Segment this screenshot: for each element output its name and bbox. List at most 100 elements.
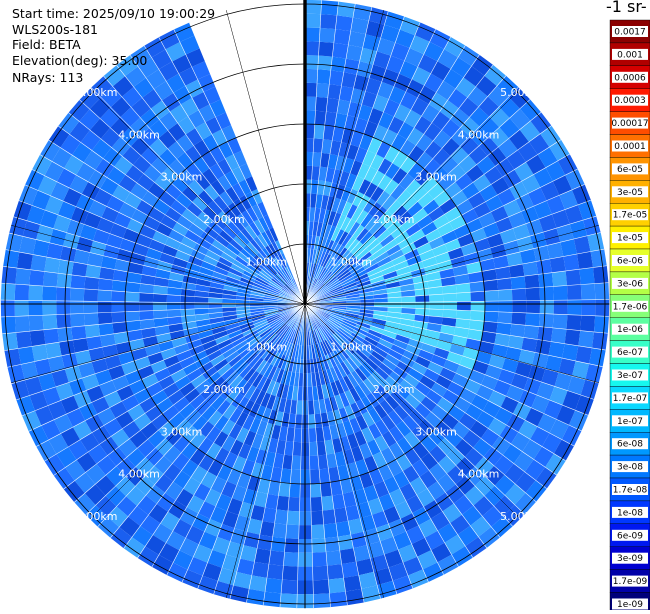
range-gate bbox=[272, 523, 287, 539]
range-gate bbox=[526, 300, 541, 314]
range-gate bbox=[263, 348, 275, 362]
range-gate bbox=[115, 341, 132, 355]
range-gate bbox=[260, 407, 272, 423]
range-gate bbox=[392, 168, 408, 185]
range-gate bbox=[432, 111, 451, 131]
range-gate bbox=[321, 495, 334, 511]
range-gate bbox=[287, 357, 295, 372]
range-gate bbox=[89, 240, 107, 256]
range-gate bbox=[270, 381, 281, 397]
range-gate bbox=[395, 420, 412, 438]
range-gate bbox=[200, 385, 216, 400]
range-gate bbox=[331, 437, 343, 454]
range-gate bbox=[372, 451, 387, 469]
range-gate bbox=[428, 206, 445, 222]
range-gate bbox=[483, 311, 499, 323]
range-gate bbox=[285, 427, 295, 442]
range-gate bbox=[562, 390, 581, 411]
range-gate bbox=[279, 340, 289, 355]
range-gate bbox=[325, 240, 335, 255]
range-gate bbox=[306, 359, 311, 374]
range-gate bbox=[321, 0, 339, 16]
range-gate bbox=[275, 439, 286, 455]
range-gate bbox=[543, 228, 561, 246]
range-gate bbox=[144, 534, 166, 555]
range-gate bbox=[453, 396, 471, 413]
range-gate bbox=[400, 284, 415, 292]
colorbar-label-box bbox=[612, 506, 648, 518]
range-gate bbox=[362, 150, 377, 167]
range-gate bbox=[467, 192, 486, 209]
range-gate bbox=[323, 523, 338, 539]
range-gate bbox=[44, 453, 65, 476]
range-gate bbox=[450, 256, 467, 269]
range-gate bbox=[31, 190, 51, 210]
range-gate bbox=[29, 329, 46, 347]
ring-label: 5.00km bbox=[76, 510, 118, 523]
range-gate bbox=[336, 363, 347, 378]
range-gate bbox=[276, 354, 286, 369]
range-gate bbox=[264, 309, 279, 315]
range-gate bbox=[334, 264, 346, 277]
colorbar-label: 1e-08 bbox=[617, 508, 643, 518]
range-gate bbox=[497, 312, 513, 325]
range-gate bbox=[198, 189, 214, 206]
range-gate bbox=[118, 174, 137, 193]
range-gate bbox=[88, 346, 105, 362]
range-gate bbox=[199, 266, 214, 277]
range-gate bbox=[344, 405, 356, 421]
range-gate bbox=[245, 191, 258, 207]
range-gate bbox=[305, 0, 322, 15]
range-gate bbox=[250, 294, 265, 299]
range-gate bbox=[254, 548, 271, 565]
range-gate bbox=[68, 99, 90, 122]
range-gate bbox=[335, 348, 347, 362]
range-gate bbox=[328, 316, 342, 326]
range-gate bbox=[477, 248, 494, 262]
range-gate bbox=[266, 314, 280, 322]
range-gate bbox=[424, 412, 442, 429]
range-gate bbox=[149, 119, 169, 139]
range-gate bbox=[362, 378, 376, 393]
range-gate bbox=[318, 55, 333, 71]
range-gate bbox=[322, 509, 336, 525]
range-gate bbox=[470, 301, 485, 312]
range-gate bbox=[346, 144, 360, 161]
range-gate bbox=[384, 276, 400, 285]
range-gate bbox=[264, 308, 278, 313]
range-gate bbox=[188, 223, 205, 237]
ring-label: 3.00km bbox=[161, 171, 203, 184]
range-gate bbox=[311, 552, 327, 567]
range-gate bbox=[194, 355, 211, 369]
colorbar-label-box bbox=[612, 415, 648, 427]
ray-separator bbox=[304, 303, 537, 503]
range-gate bbox=[316, 222, 324, 237]
range-gate bbox=[126, 448, 146, 467]
range-gate bbox=[170, 264, 186, 275]
range-gate bbox=[319, 482, 332, 497]
range-gate bbox=[321, 139, 333, 155]
range-gate bbox=[272, 320, 285, 332]
range-gate bbox=[340, 323, 354, 333]
range-gate bbox=[427, 361, 444, 376]
range-gate bbox=[238, 318, 253, 326]
range-gate bbox=[238, 179, 252, 195]
range-gate bbox=[373, 567, 393, 586]
range-gate bbox=[415, 295, 430, 303]
range-gate bbox=[384, 549, 403, 568]
range-gate bbox=[491, 344, 508, 359]
range-gate bbox=[111, 311, 127, 323]
range-gate bbox=[594, 282, 610, 300]
range-gate bbox=[316, 440, 327, 456]
range-gate bbox=[468, 369, 486, 385]
range-gate bbox=[451, 546, 473, 567]
colorbar-label-box bbox=[612, 552, 648, 564]
range-gate bbox=[267, 283, 281, 292]
range-gate bbox=[344, 340, 358, 352]
range-gate bbox=[378, 493, 395, 511]
range-gate bbox=[260, 269, 273, 280]
range-gate bbox=[471, 54, 494, 76]
range-gate bbox=[345, 308, 361, 313]
range-gate bbox=[427, 316, 443, 326]
range-gate bbox=[111, 301, 126, 313]
